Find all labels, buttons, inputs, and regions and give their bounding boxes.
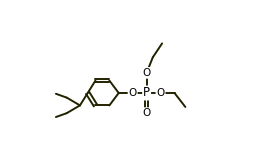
Text: O: O (156, 88, 165, 98)
Text: P: P (143, 86, 150, 100)
Text: O: O (129, 88, 137, 98)
Text: O: O (143, 108, 151, 118)
Text: O: O (143, 68, 151, 78)
